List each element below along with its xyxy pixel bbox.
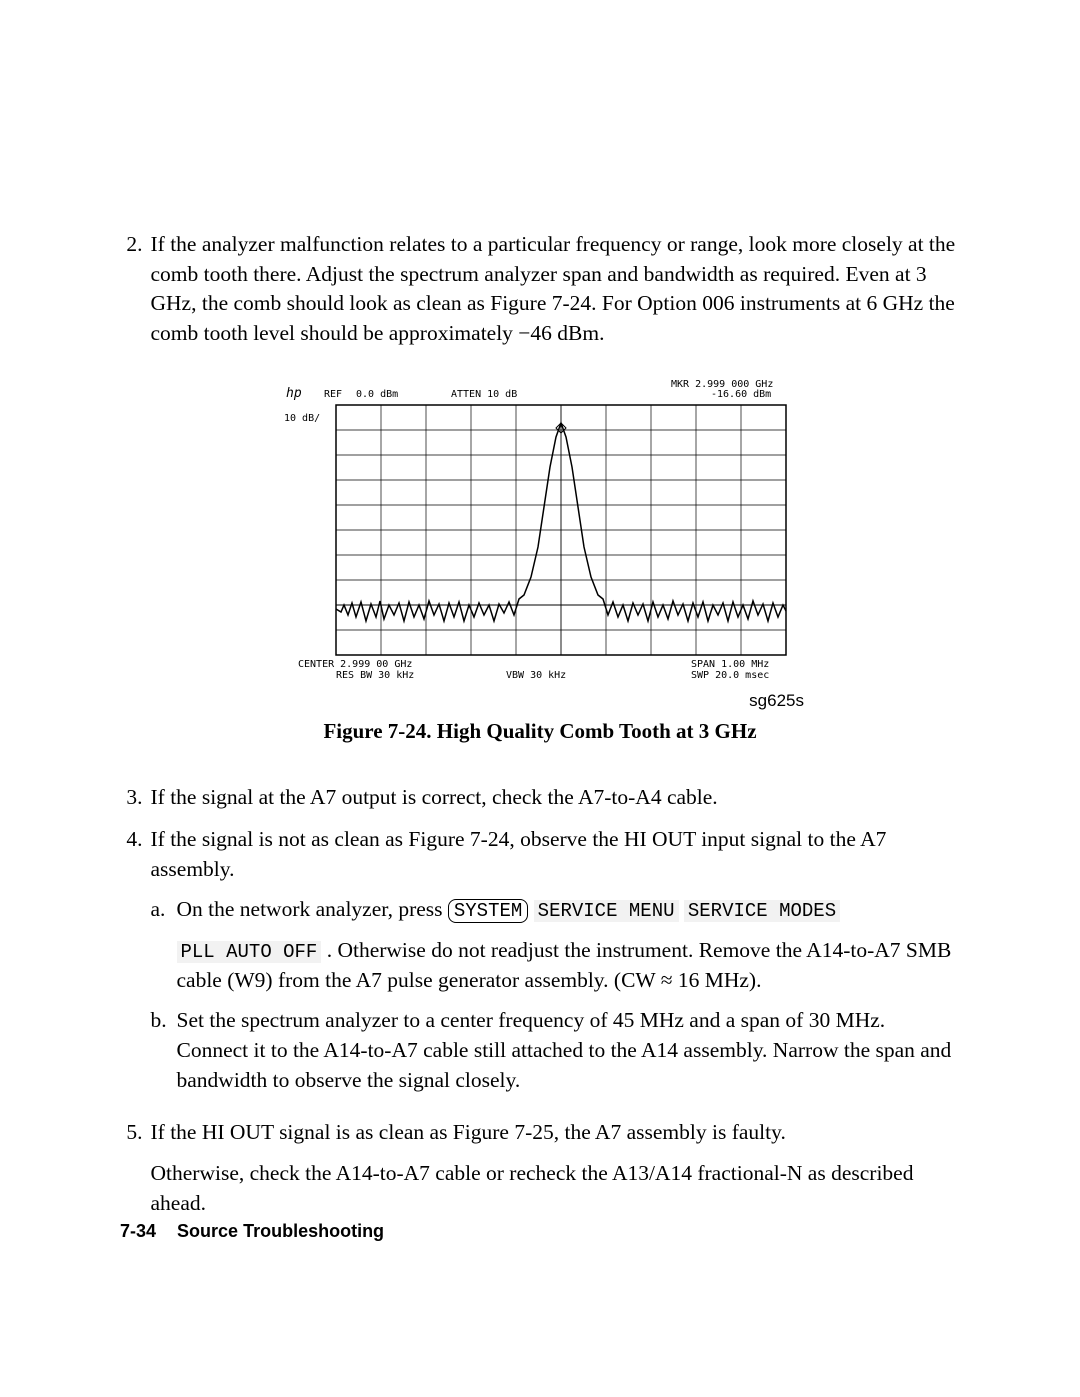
span-label: SPAN 1.00 MHz — [691, 659, 769, 670]
item-number: 3. — [123, 782, 151, 812]
list-item-4: 4. If the signal is not as clean as Figu… — [123, 824, 958, 1106]
list-item-2: 2. If the analyzer malfunction relates t… — [123, 230, 958, 349]
sub-item-number: a. — [151, 894, 177, 924]
item5-p2: Otherwise, check the A14-to-A7 cable or … — [151, 1161, 914, 1215]
service-menu-softkey: SERVICE MENU — [534, 900, 679, 922]
sub-item-number: b. — [151, 1005, 177, 1035]
item-body: If the HI OUT signal is as clean as Figu… — [151, 1117, 958, 1217]
sub-item-body: Set the spectrum analyzer to a center fr… — [177, 1005, 958, 1095]
page-content: 2. If the analyzer malfunction relates t… — [123, 230, 958, 1218]
item-number: 4. — [123, 824, 151, 854]
item-number: 2. — [123, 230, 151, 260]
list-item-3: 3. If the signal at the A7 output is cor… — [123, 782, 958, 812]
center-freq-label: CENTER 2.999 00 GHz — [298, 659, 412, 670]
item4-intro: If the signal is not as clean as Figure … — [151, 827, 887, 881]
figure-caption: Figure 7-24. High Quality Comb Tooth at … — [323, 719, 756, 744]
vbw-label: VBW 30 kHz — [506, 670, 566, 681]
text-pre: On the network analyzer, press — [177, 897, 448, 921]
figure-id: sg625s — [276, 691, 804, 711]
mkr-line2: -16.60 dBm — [711, 389, 771, 400]
hp-logo: hp — [286, 386, 302, 401]
sub-item-b: b. Set the spectrum analyzer to a center… — [151, 1005, 958, 1095]
item-body: If the analyzer malfunction relates to a… — [151, 230, 958, 349]
system-hardkey: SYSTEM — [448, 899, 528, 923]
ref-value: 0.0 dBm — [356, 389, 398, 400]
page-number: 7-34 — [120, 1221, 156, 1241]
atten-label: ATTEN 10 dB — [451, 389, 517, 400]
page-footer: 7-34 Source Troubleshooting — [120, 1221, 384, 1242]
item-number: 5. — [123, 1117, 151, 1147]
section-title: Source Troubleshooting — [177, 1221, 384, 1241]
pll-auto-off-softkey: PLL AUTO OFF — [177, 941, 322, 963]
list-item-5: 5. If the HI OUT signal is as clean as F… — [123, 1117, 958, 1217]
figure-7-24: hp REF 0.0 dBm ATTEN 10 dB MKR 2.999 000… — [123, 377, 958, 774]
swp-label: SWP 20.0 msec — [691, 670, 769, 681]
sub-item-body: On the network analyzer, press SYSTEM SE… — [177, 894, 958, 995]
ref-label: REF — [324, 389, 342, 400]
item-body: If the signal is not as clean as Figure … — [151, 824, 958, 1106]
service-modes-softkey: SERVICE MODES — [684, 900, 840, 922]
sub-list: a. On the network analyzer, press SYSTEM… — [151, 894, 958, 1096]
procedure-list: 3. If the signal at the A7 output is cor… — [123, 782, 958, 1218]
spectrum-analyzer-plot: hp REF 0.0 dBm ATTEN 10 dB MKR 2.999 000… — [276, 377, 804, 689]
sub-item-a: a. On the network analyzer, press SYSTEM… — [151, 894, 958, 995]
resbw-label: RES BW 30 kHz — [336, 670, 414, 681]
item5-p1: If the HI OUT signal is as clean as Figu… — [151, 1120, 786, 1144]
item-body: If the signal at the A7 output is correc… — [151, 782, 958, 812]
scale-label: 10 dB/ — [284, 413, 320, 424]
